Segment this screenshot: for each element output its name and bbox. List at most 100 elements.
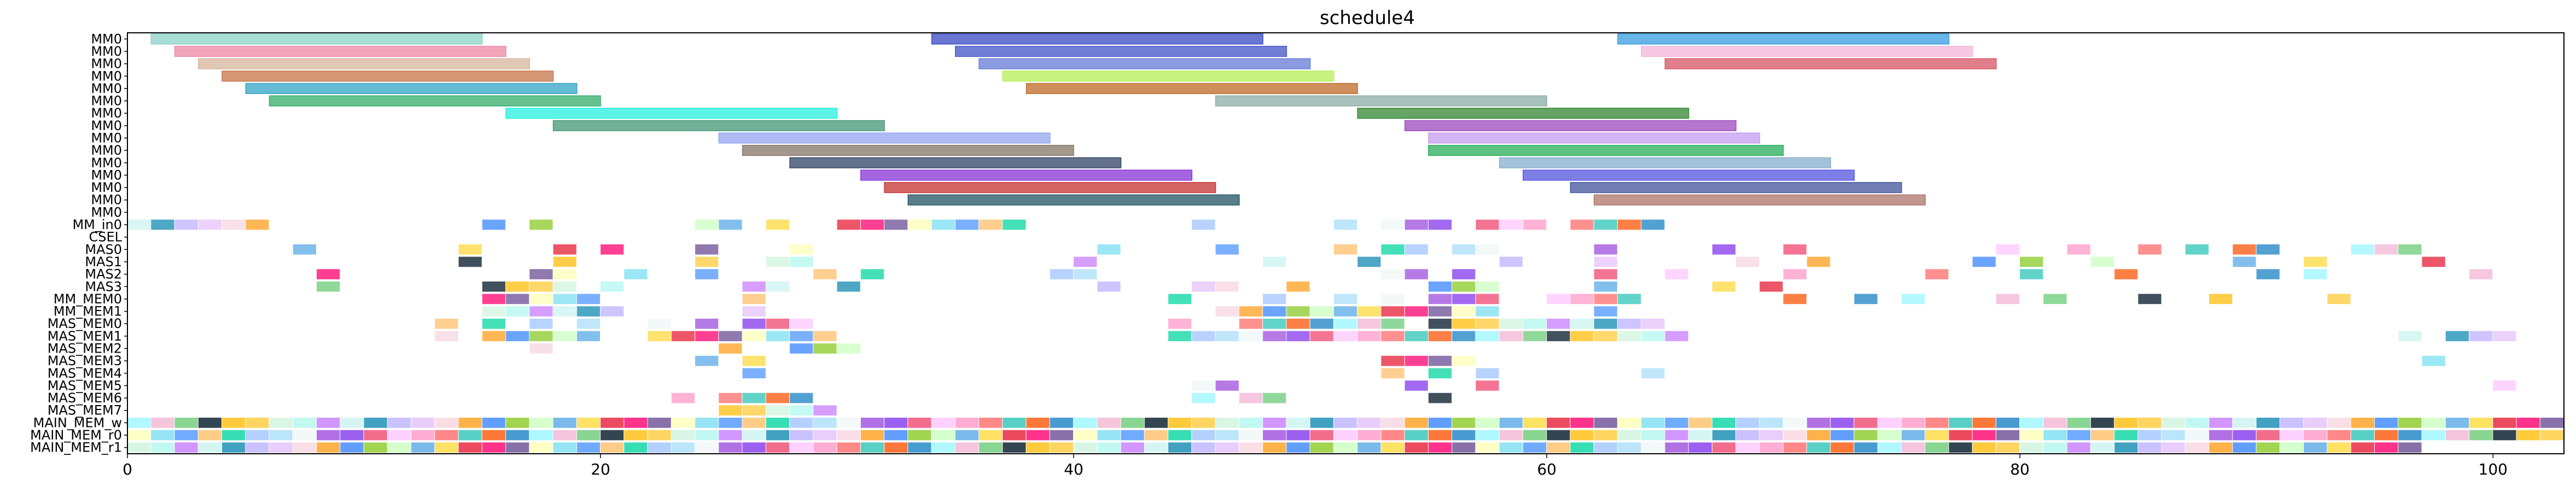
chart-title: schedule4 xyxy=(1320,7,1415,29)
gantt-bar xyxy=(1002,71,1334,82)
gantt-unit-bar xyxy=(174,219,198,230)
gantt-unit-bar xyxy=(2043,442,2067,453)
gantt-unit-bar xyxy=(364,442,387,453)
gantt-unit-bar xyxy=(1074,430,1097,441)
gantt-unit-bar xyxy=(1144,418,1168,428)
gantt-bar xyxy=(1641,45,1973,57)
gantt-unit-bar xyxy=(1286,331,1310,342)
gantt-bar xyxy=(1499,157,1831,168)
gantt-unit-bar xyxy=(1404,219,1428,230)
gantt-unit-bar xyxy=(1547,331,1570,342)
gantt-unit-bar xyxy=(1357,306,1381,317)
gantt-unit-bar xyxy=(529,343,553,354)
gantt-bar xyxy=(1593,194,1926,206)
gantt-unit-bar xyxy=(1381,219,1404,230)
gantt-unit-bar xyxy=(2256,430,2280,441)
gantt-unit-bar xyxy=(671,331,695,342)
gantt-unit-bar xyxy=(246,442,269,453)
gantt-unit-bar xyxy=(601,244,624,255)
gantt-unit-bar xyxy=(553,306,576,317)
gantt-unit-bar xyxy=(553,294,576,304)
gantt-unit-bar xyxy=(2422,430,2445,441)
gantt-unit-bar xyxy=(2114,269,2138,279)
gantt-unit-bar xyxy=(553,281,576,292)
gantt-unit-bar xyxy=(458,256,482,267)
gantt-bar xyxy=(789,157,1122,168)
gantt-unit-bar xyxy=(790,393,813,403)
gantt-unit-bar xyxy=(1476,368,1499,379)
y-tick-label: MM_MEM0 xyxy=(54,291,122,307)
x-tick-label: 60 xyxy=(1537,460,1557,478)
gantt-unit-bar xyxy=(246,219,269,230)
gantt-unit-bar xyxy=(1712,244,1736,255)
gantt-unit-bar xyxy=(1381,430,1404,441)
gantt-unit-bar xyxy=(1594,331,1617,342)
gantt-unit-bar xyxy=(127,418,151,428)
y-axis-labels: MM0MM0MM0MM0MM0MM0MM0MM0MM0MM0MM0MM0MM0M… xyxy=(30,31,127,455)
gantt-unit-bar xyxy=(246,418,269,428)
gantt-unit-bar xyxy=(2043,418,2067,428)
gantt-unit-bar xyxy=(2398,430,2422,441)
gantt-unit-bar xyxy=(1310,318,1333,329)
gantt-unit-bar xyxy=(813,343,837,354)
gantt-unit-bar xyxy=(2161,418,2185,428)
gantt-unit-bar xyxy=(1239,318,1263,329)
gantt-unit-bar xyxy=(2422,355,2445,366)
gantt-unit-bar xyxy=(624,418,648,428)
gantt-unit-bar xyxy=(1854,294,1878,304)
gantt-unit-bar xyxy=(1712,418,1736,428)
gantt-unit-bar xyxy=(719,393,742,403)
gantt-unit-bar xyxy=(1570,442,1594,453)
gantt-unit-bar xyxy=(2351,244,2374,255)
gantt-unit-bar xyxy=(1215,430,1239,441)
gantt-unit-bar xyxy=(1665,418,1688,428)
gantt-unit-bar xyxy=(837,442,860,453)
gantt-unit-bar xyxy=(766,331,790,342)
gantt-unit-bar xyxy=(1878,430,1901,441)
gantt-unit-bar xyxy=(624,430,648,441)
gantt-unit-bar xyxy=(1428,393,1452,403)
gantt-unit-bar xyxy=(1215,380,1239,391)
x-axis: 0 20 40 60 80 100 xyxy=(123,454,2508,478)
gantt-unit-bar xyxy=(931,430,955,441)
gantt-unit-bar xyxy=(1404,418,1428,428)
gantt-unit-bar xyxy=(1476,442,1499,453)
gantt-unit-bar xyxy=(317,430,340,441)
gantt-unit-bar xyxy=(2327,430,2351,441)
gantt-unit-bar xyxy=(2304,269,2327,279)
gantt-unit-bar xyxy=(2493,418,2516,428)
gantt-unit-bar xyxy=(1452,355,1476,366)
gantt-unit-bar xyxy=(2493,331,2516,342)
gantt-unit-bar xyxy=(482,281,506,292)
gantt-unit-bar xyxy=(1333,331,1357,342)
gantt-bar xyxy=(1664,58,1997,69)
gantt-unit-bar xyxy=(2020,442,2043,453)
gantt-unit-bar xyxy=(931,219,955,230)
gantt-bar xyxy=(718,132,1051,144)
gantt-unit-bar xyxy=(1215,442,1239,453)
gantt-unit-bar xyxy=(1381,442,1404,453)
gantt-unit-bar xyxy=(1476,294,1499,304)
gantt-unit-bar xyxy=(1428,430,1452,441)
gantt-unit-bar xyxy=(2067,430,2090,441)
gantt-unit-bar xyxy=(1688,442,1712,453)
y-tick-label: MM0 xyxy=(91,31,122,46)
y-tick-label: MM0 xyxy=(91,143,122,158)
gantt-unit-bar xyxy=(1641,430,1665,441)
gantt-unit-bar xyxy=(1617,318,1641,329)
gantt-unit-bar xyxy=(1215,418,1239,428)
gantt-unit-bar xyxy=(2469,331,2493,342)
gantt-unit-bar xyxy=(458,418,482,428)
gantt-unit-bar xyxy=(222,430,246,441)
gantt-unit-bar xyxy=(506,442,529,453)
gantt-unit-bar xyxy=(127,219,151,230)
gantt-unit-bar xyxy=(2090,418,2114,428)
gantt-unit-bar xyxy=(1452,244,1476,255)
gantt-unit-bar xyxy=(979,219,1003,230)
gantt-unit-bar xyxy=(553,244,576,255)
gantt-unit-bar xyxy=(1972,430,1996,441)
gantt-unit-bar xyxy=(1476,318,1499,329)
gantt-unit-bar xyxy=(506,430,529,441)
gantt-unit-bar xyxy=(1428,331,1452,342)
gantt-unit-bar xyxy=(1547,430,1570,441)
